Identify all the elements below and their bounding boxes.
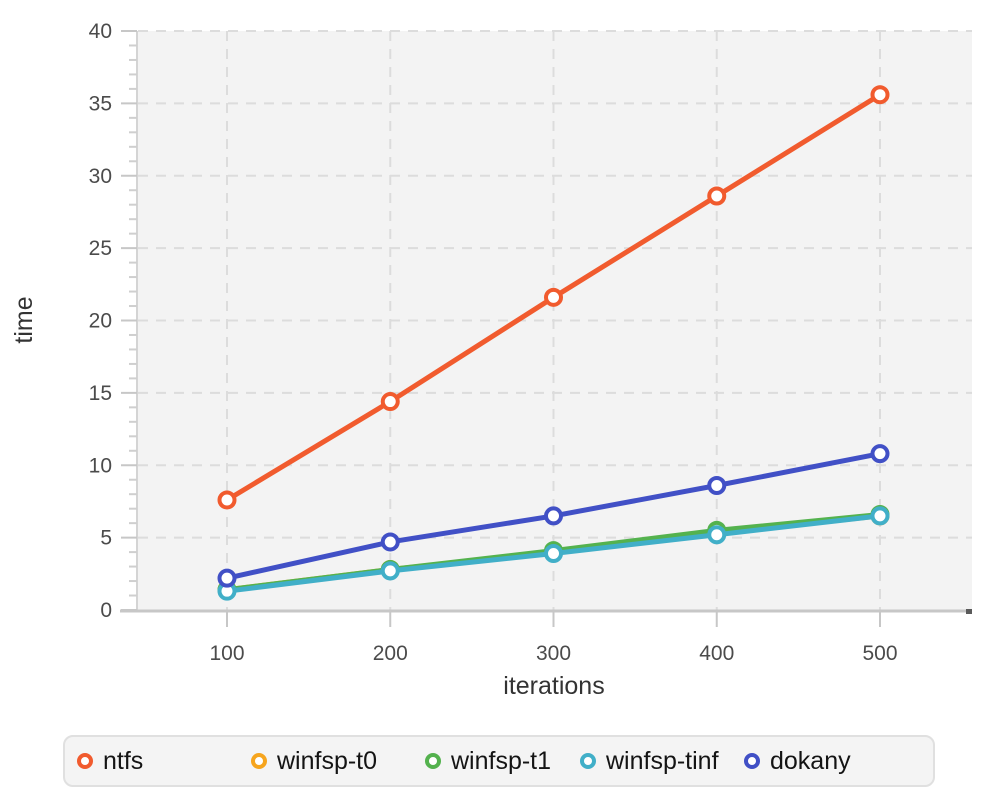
- x-tick-label-100: 100: [209, 642, 244, 665]
- legend-item-winfsp-tinf: winfsp-tinf: [580, 737, 719, 785]
- x-tick-label-300: 300: [536, 642, 571, 665]
- x-axis-end-cap: [966, 609, 972, 614]
- y-tick-label-25: 25: [89, 237, 112, 260]
- x-tick-label-200: 200: [373, 642, 408, 665]
- legend-label-dokany: dokany: [770, 746, 851, 775]
- marker-dokany-400: [707, 476, 727, 496]
- legend: ntfs winfsp-t0 winfsp-t1 winfsp-tinf dok…: [63, 735, 935, 787]
- y-tick-label-35: 35: [89, 92, 112, 115]
- marker-dokany-100: [217, 568, 237, 588]
- x-tick-label-400: 400: [699, 642, 734, 665]
- marker-winfsp-tinf-500: [870, 506, 890, 526]
- y-tick-label-15: 15: [89, 382, 112, 405]
- y-tick-label-5: 5: [100, 527, 112, 550]
- marker-ntfs-300: [544, 287, 563, 307]
- marker-winfsp-tinf-200: [380, 561, 400, 581]
- legend-label-winfsp-t1: winfsp-t1: [451, 746, 552, 775]
- y-tick-label-10: 10: [89, 454, 112, 477]
- marker-winfsp-tinf-400: [707, 525, 727, 545]
- legend-marker-winfsp-tinf-icon: [580, 753, 596, 769]
- marker-ntfs-200: [380, 392, 400, 412]
- legend-item-ntfs: ntfs: [77, 737, 143, 785]
- legend-marker-winfsp-t0-icon: [251, 753, 267, 769]
- legend-item-winfsp-t1: winfsp-t1: [425, 737, 551, 785]
- y-tick-label-0: 0: [100, 599, 112, 622]
- legend-item-dokany: dokany: [744, 737, 851, 785]
- marker-ntfs-400: [707, 186, 727, 206]
- legend-marker-ntfs-icon: [77, 753, 93, 769]
- marker-ntfs-100: [217, 490, 237, 510]
- y-tick-label-40: 40: [89, 20, 112, 43]
- x-axis-title: iterations: [503, 672, 604, 700]
- marker-ntfs-500: [870, 85, 890, 105]
- y-axis-title: time: [10, 296, 38, 343]
- legend-marker-winfsp-t1-icon: [425, 753, 441, 769]
- y-tick-label-20: 20: [89, 310, 112, 333]
- legend-label-winfsp-t0: winfsp-t0: [277, 746, 378, 775]
- marker-winfsp-tinf-300: [544, 544, 563, 564]
- line-chart: 0 5 10 15 20 25 30 35 40 100 200 300 400 500 time ite…: [10, 20, 972, 700]
- legend-label-ntfs: ntfs: [103, 746, 144, 775]
- marker-dokany-500: [870, 444, 890, 464]
- x-tick-label-500: 500: [862, 642, 897, 665]
- marker-dokany-300: [544, 506, 563, 526]
- y-tick-label-30: 30: [89, 165, 112, 188]
- legend-marker-dokany-icon: [744, 753, 760, 769]
- marker-dokany-200: [380, 532, 400, 552]
- legend-item-winfsp-t0: winfsp-t0: [251, 737, 377, 785]
- legend-label-winfsp-tinf: winfsp-tinf: [606, 746, 719, 775]
